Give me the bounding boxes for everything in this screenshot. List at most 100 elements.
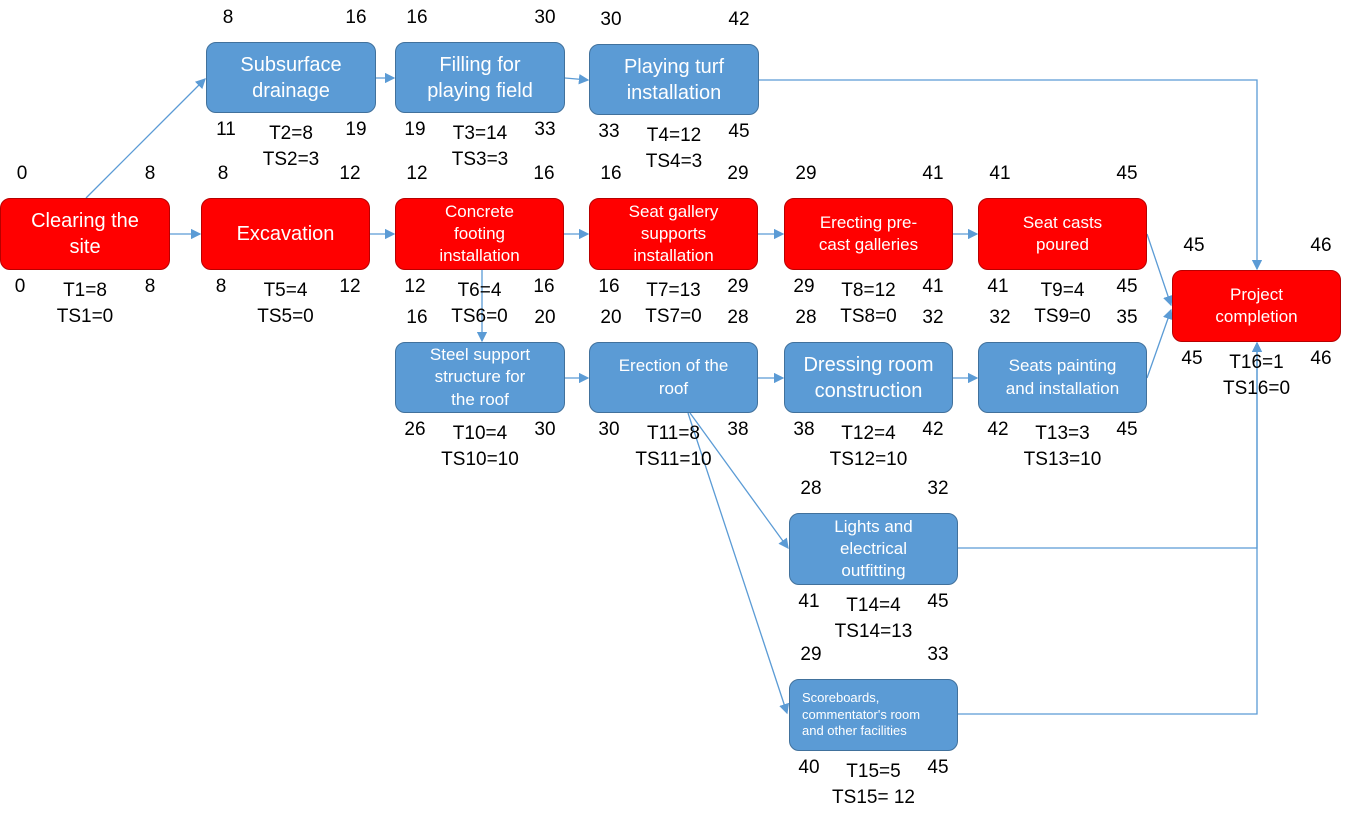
late-start: 30 xyxy=(598,419,620,440)
early-finish: 32 xyxy=(922,307,944,328)
late-start: 38 xyxy=(793,419,815,440)
early-start: 32 xyxy=(989,307,1011,328)
early-start: 30 xyxy=(600,9,622,30)
task-label: Lights and xyxy=(834,516,913,536)
duration: T6=4 xyxy=(457,280,502,301)
early-finish: 16 xyxy=(533,163,555,184)
duration: T11=8 xyxy=(647,423,700,444)
slack: TS14=13 xyxy=(834,621,913,642)
early-start: 29 xyxy=(795,163,817,184)
early-start: 12 xyxy=(406,163,428,184)
early-start: 45 xyxy=(1183,235,1205,256)
task-label: installation xyxy=(439,246,520,266)
task-box: Erection of the roof xyxy=(589,342,758,413)
late-start: 0 xyxy=(14,276,26,297)
task-box: Scoreboards, commentator's room and other … xyxy=(789,679,958,751)
slack: TS11=10 xyxy=(635,449,712,470)
late-finish: 29 xyxy=(727,276,749,297)
task-label: supports xyxy=(640,223,707,243)
slack: TS1=0 xyxy=(56,306,114,327)
edges xyxy=(85,72,1263,715)
task-label: Concrete xyxy=(445,201,514,221)
early-finish: 33 xyxy=(927,644,949,665)
duration: T4=12 xyxy=(646,125,702,146)
duration: T10=4 xyxy=(452,423,508,444)
task-box: Lights and electrical outfitting xyxy=(789,513,958,585)
late-start: 33 xyxy=(598,121,620,142)
task-label: structure for xyxy=(434,367,526,387)
early-start: 0 xyxy=(16,163,28,184)
task-label: and installation xyxy=(1005,378,1120,398)
task-label: drainage xyxy=(252,79,330,102)
early-start: 16 xyxy=(600,163,622,184)
arrow xyxy=(1146,233,1174,307)
task-label: playing field xyxy=(427,79,533,102)
late-start: 12 xyxy=(404,276,426,297)
slack: TS9=0 xyxy=(1034,306,1091,327)
slack: TS7=0 xyxy=(645,306,702,327)
task-box: Project completion xyxy=(1172,270,1341,342)
task-label: Filling for xyxy=(439,53,521,76)
task-label: Seat gallery xyxy=(628,201,719,221)
arrow xyxy=(85,78,206,199)
late-start: 8 xyxy=(215,276,227,297)
early-finish: 28 xyxy=(727,307,749,328)
task-label: Project xyxy=(1230,284,1283,304)
slack: TS2=3 xyxy=(262,149,320,170)
task-label: Seat casts xyxy=(1022,212,1103,232)
duration: T1=8 xyxy=(63,280,107,301)
task-label: Seats painting xyxy=(1008,356,1117,376)
late-finish: 45 xyxy=(1116,276,1138,297)
early-finish: 30 xyxy=(534,7,556,28)
early-start: 8 xyxy=(217,163,229,184)
task-label: Erecting pre- xyxy=(819,212,918,232)
task-box: Dressing room construction xyxy=(784,342,953,413)
early-start: 16 xyxy=(406,7,428,28)
task-label: commentator's room xyxy=(802,706,921,722)
task-box: Steel support structure for the roof xyxy=(395,342,565,413)
late-finish: 19 xyxy=(345,119,367,140)
duration: T5=4 xyxy=(263,280,308,301)
late-start: 40 xyxy=(798,757,820,778)
task-label: site xyxy=(69,236,101,258)
early-finish: 20 xyxy=(534,307,556,328)
late-start: 16 xyxy=(598,276,620,297)
early-start: 8 xyxy=(222,7,234,28)
late-finish: 45 xyxy=(927,757,949,778)
task-label: installation xyxy=(633,246,714,266)
task-label: poured xyxy=(1036,235,1089,254)
slack: TS13=10 xyxy=(1023,449,1102,470)
task-label: electrical xyxy=(839,538,908,558)
late-finish: 41 xyxy=(922,276,944,297)
task-label: the roof xyxy=(451,389,509,409)
slack: TS3=3 xyxy=(451,149,509,170)
task-box: Seat gallery supports installation xyxy=(589,198,758,270)
early-finish: 32 xyxy=(927,478,949,499)
late-start: 26 xyxy=(404,419,426,440)
early-finish: 42 xyxy=(728,9,750,30)
task-label: Clearing the xyxy=(31,210,139,232)
task-label: roof xyxy=(658,378,689,398)
early-finish: 8 xyxy=(144,163,156,184)
duration: T9=4 xyxy=(1040,280,1085,301)
task-label: Dressing room xyxy=(803,353,934,376)
early-start: 28 xyxy=(800,478,822,499)
late-finish: 42 xyxy=(922,419,944,440)
late-start: 41 xyxy=(798,591,820,612)
late-start: 41 xyxy=(987,276,1009,297)
duration: T8=12 xyxy=(841,280,896,301)
slack: TS10=10 xyxy=(441,449,519,470)
early-start: 41 xyxy=(989,163,1011,184)
slack: TS4=3 xyxy=(645,151,703,172)
early-start: 29 xyxy=(800,644,822,665)
early-finish: 16 xyxy=(345,7,367,28)
slack: TS12=10 xyxy=(829,449,908,470)
early-start: 16 xyxy=(406,307,428,328)
duration: T3=14 xyxy=(452,123,508,144)
early-finish: 45 xyxy=(1116,163,1138,184)
late-start: 45 xyxy=(1181,348,1203,369)
arrow xyxy=(689,412,789,550)
late-finish: 45 xyxy=(1116,419,1138,440)
